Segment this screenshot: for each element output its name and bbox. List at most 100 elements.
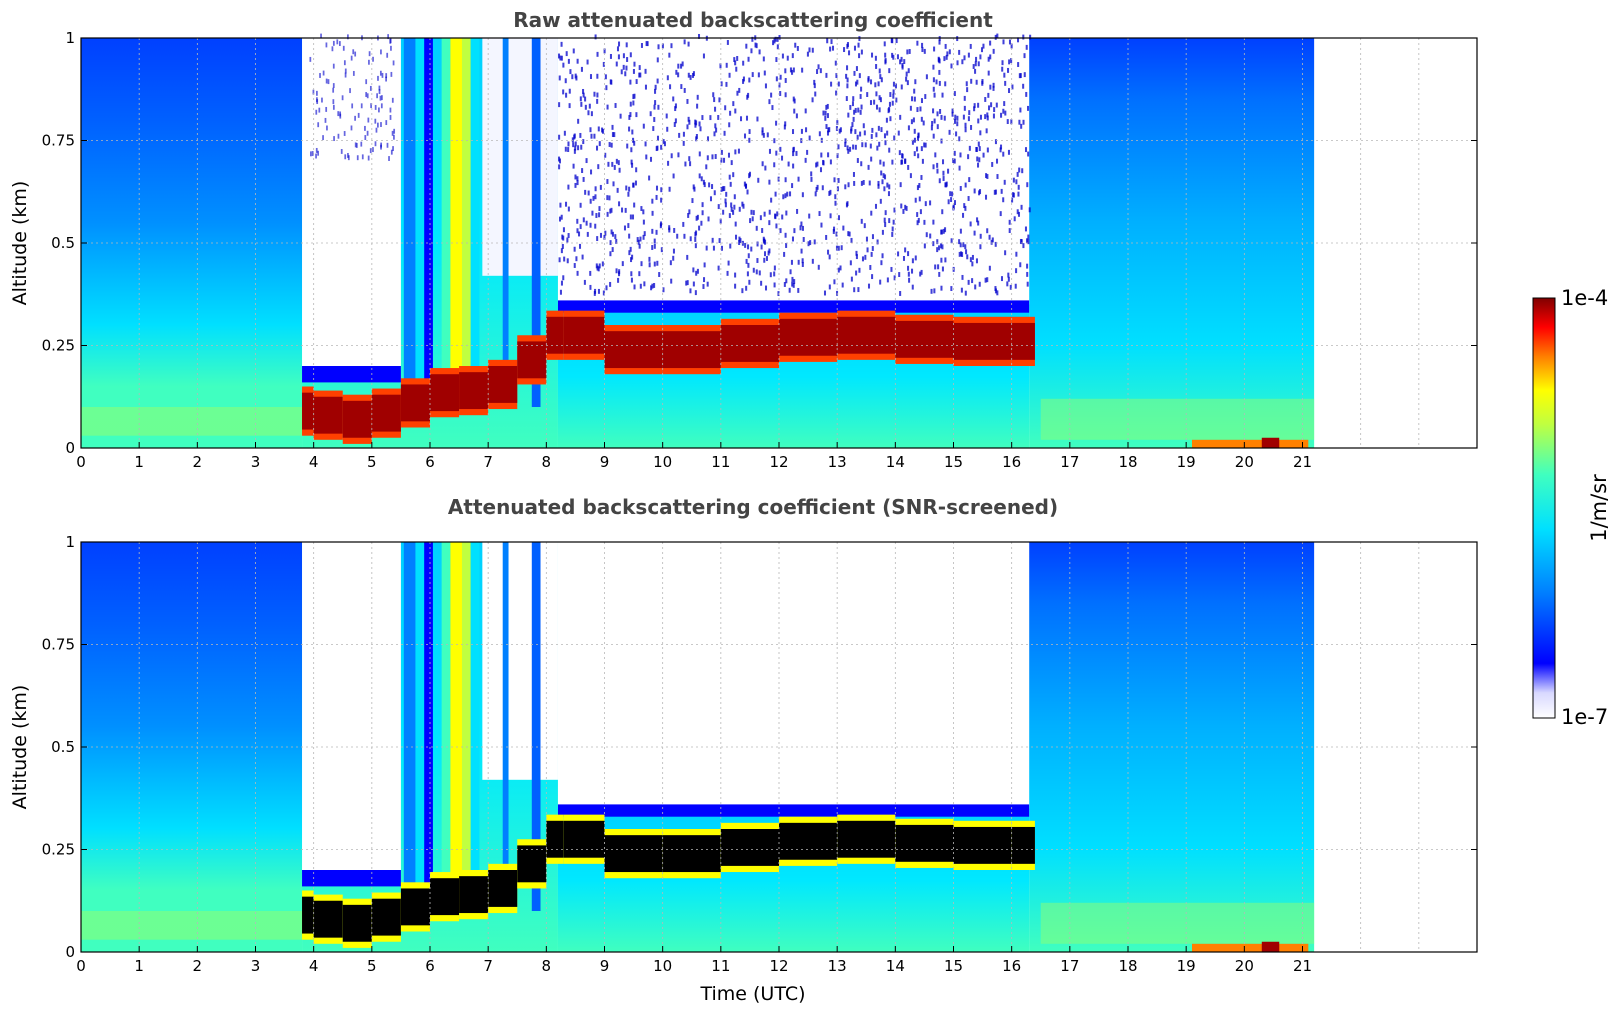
- x-tick-label: 18: [1118, 957, 1137, 975]
- noise-speck: [615, 158, 618, 164]
- noise-speck: [558, 102, 561, 108]
- noise-speck: [611, 124, 614, 130]
- noise-speck: [622, 64, 625, 70]
- noise-speck: [1000, 276, 1004, 282]
- noise-speck: [870, 210, 873, 216]
- noise-speck: [984, 277, 987, 283]
- noise-speck: [692, 281, 695, 287]
- noise-speck: [713, 97, 716, 103]
- noise-speck: [818, 131, 821, 137]
- noise-speck: [781, 214, 784, 220]
- y-tick-label: 0: [65, 439, 75, 457]
- noise-speck: [340, 149, 343, 154]
- noise-speck: [1006, 119, 1009, 125]
- noise-speck: [559, 202, 562, 208]
- noise-speck: [784, 177, 787, 183]
- noise-speck: [726, 40, 729, 45]
- noise-speck: [883, 133, 886, 139]
- noise-speck: [560, 214, 563, 220]
- noise-speck: [806, 149, 809, 155]
- noise-speck: [827, 127, 830, 133]
- noise-speck: [642, 209, 645, 215]
- noise-speck: [907, 251, 910, 257]
- noise-speck: [733, 204, 736, 210]
- noise-speck: [1023, 72, 1026, 78]
- noise-speck: [951, 108, 954, 114]
- noise-speck: [860, 104, 863, 110]
- noise-speck: [844, 184, 847, 190]
- colorbar-unit-label: 1/m/sr: [1587, 474, 1611, 542]
- x-tick-label: 6: [425, 453, 435, 471]
- noise-speck: [946, 51, 949, 57]
- noise-speck: [744, 242, 747, 248]
- noise-speck: [938, 178, 941, 184]
- noise-speck: [689, 161, 692, 167]
- attenuated-gap-2: [557, 542, 1030, 809]
- noise-speck: [999, 211, 1002, 217]
- noise-speck: [594, 223, 597, 229]
- noise-speck: [853, 45, 857, 51]
- noise-speck: [687, 213, 690, 218]
- noise-speck: [746, 189, 749, 195]
- noise-speck: [795, 150, 798, 156]
- noise-speck: [572, 142, 575, 148]
- noise-speck: [808, 213, 811, 219]
- noise-speck: [911, 139, 914, 145]
- noise-speck: [694, 290, 697, 296]
- noise-speck: [943, 115, 946, 121]
- noise-speck: [837, 215, 841, 221]
- noise-speck: [860, 218, 863, 224]
- noise-speck: [668, 186, 671, 192]
- noise-speck: [747, 56, 750, 62]
- noise-speck: [854, 81, 858, 87]
- noise-speck: [908, 277, 911, 283]
- y-tick-label: 0.75: [42, 132, 75, 150]
- noise-speck: [891, 100, 894, 106]
- noise-speck: [594, 288, 597, 294]
- noise-speck: [942, 170, 945, 176]
- noise-speck: [813, 79, 816, 85]
- noise-speck: [760, 280, 763, 286]
- noise-speck: [941, 266, 944, 272]
- noise-speck: [751, 216, 754, 222]
- colorbar-max-label: 1e-4: [1561, 286, 1608, 310]
- noise-speck: [332, 40, 335, 46]
- noise-speck: [996, 174, 999, 179]
- noise-speck: [950, 286, 953, 291]
- noise-speck: [901, 153, 904, 159]
- noise-speck: [903, 59, 906, 65]
- noise-speck: [851, 101, 854, 107]
- noise-speck: [724, 202, 727, 208]
- noise-speck: [860, 161, 863, 167]
- noise-speck: [675, 69, 678, 75]
- noise-speck: [1022, 34, 1025, 40]
- noise-speck: [606, 104, 609, 110]
- noise-speck: [938, 245, 941, 251]
- noise-speck: [775, 120, 778, 126]
- noise-speck: [654, 88, 657, 94]
- noise-speck: [781, 53, 784, 59]
- noise-speck: [852, 171, 855, 177]
- cloud-layer-core: [563, 316, 605, 354]
- noise-speck: [934, 152, 937, 158]
- noise-speck: [973, 230, 976, 236]
- noise-speck: [390, 45, 392, 51]
- noise-speck: [793, 228, 796, 234]
- noise-speck: [884, 174, 887, 180]
- noise-speck: [945, 182, 948, 188]
- noise-speck: [631, 254, 634, 260]
- noise-speck: [732, 101, 735, 107]
- noise-speck: [700, 176, 703, 182]
- noise-speck: [855, 254, 858, 260]
- noise-speck: [783, 124, 786, 130]
- noise-speck: [559, 55, 562, 61]
- noise-speck: [574, 73, 577, 79]
- noise-speck: [854, 107, 857, 113]
- noise-speck: [856, 134, 859, 140]
- noise-speck: [878, 141, 881, 147]
- noise-speck: [656, 135, 660, 141]
- noise-speck: [558, 164, 561, 170]
- noise-speck: [594, 34, 597, 40]
- noise-speck: [584, 96, 587, 102]
- noise-speck: [387, 34, 390, 40]
